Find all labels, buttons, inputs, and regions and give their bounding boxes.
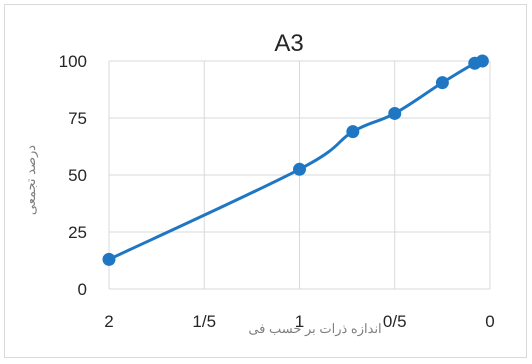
data-point xyxy=(475,54,489,68)
x-tick-label: 1 xyxy=(295,312,304,331)
line-chart: 2 1/5 1 0/5 0 0 25 50 75 100 A3 درصد تجمعی اندازه… xyxy=(23,30,495,337)
chart-frame: 2 1/5 1 0/5 0 0 25 50 75 100 A3 درصد تجمعی اندازه… xyxy=(4,4,527,358)
y-tick-label: 50 xyxy=(68,166,87,185)
gridlines xyxy=(108,60,491,290)
data-point xyxy=(388,106,402,120)
x-tick-label: 2 xyxy=(104,312,113,331)
tick-labels: 2 1/5 1 0/5 0 0 25 50 75 100 xyxy=(59,52,495,331)
series-line xyxy=(108,59,483,261)
y-tick-label: 0 xyxy=(78,280,87,299)
y-tick-label: 75 xyxy=(68,109,87,128)
data-point xyxy=(346,125,360,139)
x-axis-title: اندازه ذرات بر حسب فی xyxy=(248,321,381,337)
y-tick-label: 25 xyxy=(68,223,87,242)
chart-title: A3 xyxy=(274,30,303,57)
series-layer xyxy=(102,54,489,266)
x-tick-label: 1/5 xyxy=(192,312,216,331)
x-tick-label: 0 xyxy=(485,312,494,331)
data-point xyxy=(435,76,449,90)
data-point xyxy=(102,252,116,266)
x-tick-label: 0/5 xyxy=(383,312,407,331)
y-tick-label: 100 xyxy=(59,52,87,71)
y-axis-title: درصد تجمعی xyxy=(23,145,39,215)
data-point xyxy=(293,162,306,176)
